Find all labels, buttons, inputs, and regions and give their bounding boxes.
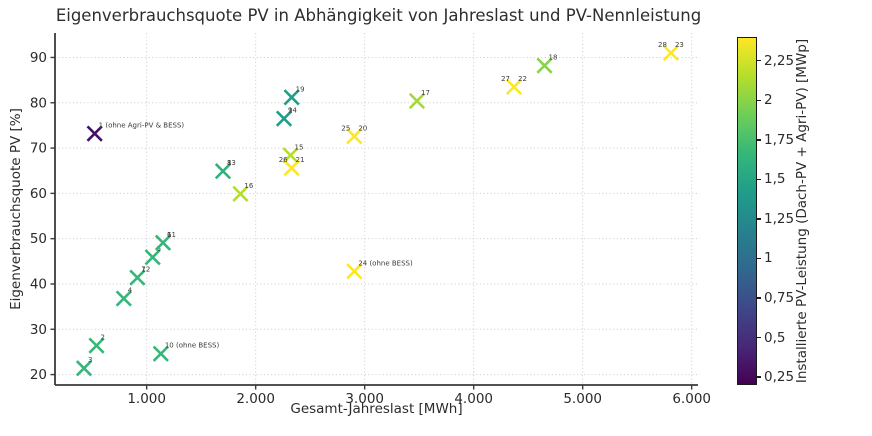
data-point-marker [283, 159, 300, 177]
colorbar-tick-mark [757, 218, 761, 220]
x-tick-label: 4.000 [454, 391, 493, 407]
data-point-label: 21 [296, 156, 305, 164]
colorbar-tick-label: 1,25 [764, 210, 795, 227]
data-point-label: 27 [501, 75, 510, 83]
colorbar-tick-mark [757, 257, 761, 260]
y-tick-label: 80 [30, 95, 47, 111]
data-point-label: 10 (ohne BESS) [165, 342, 220, 350]
data-point-marker [346, 263, 363, 280]
data-point-label: 18 [549, 54, 558, 62]
data-point-label: 1 (ohne Agri-PV & BESS) [99, 122, 185, 130]
data-point-marker [408, 92, 426, 110]
data-point-label: 2 [101, 334, 105, 342]
colorbar-tick-mark [757, 297, 761, 299]
data-point-marker [282, 147, 299, 164]
colorbar-tick-label: 1,75 [764, 131, 795, 148]
data-point-label: 3 [88, 356, 92, 364]
colorbar-tick-mark [757, 60, 761, 62]
data-point-label: 19 [296, 85, 305, 93]
x-tick-label: 6.000 [672, 391, 711, 407]
data-point-label: 26 [279, 156, 288, 164]
data-point-marker [283, 89, 300, 106]
data-point-marker [152, 345, 169, 362]
data-point-marker [115, 290, 132, 307]
data-point-label: 11 [167, 231, 176, 239]
colorbar-tick-label: 0,5 [764, 329, 786, 346]
data-point-label: 5 [157, 245, 161, 253]
chart-title: Eigenverbrauchsquote PV in Abhängigkeit … [55, 6, 702, 25]
colorbar-gradient [737, 37, 757, 385]
data-point-label: 15 [295, 143, 304, 151]
data-point-marker [232, 185, 249, 202]
colorbar-tick-mark [757, 178, 761, 181]
data-point-marker [346, 128, 363, 145]
x-tick-label: 5.000 [563, 391, 602, 407]
data-point-label: 8 [227, 159, 231, 167]
x-tick-label: 2.000 [236, 391, 275, 407]
y-tick-label: 30 [30, 322, 47, 338]
data-point-label: 24 (ohne BESS) [358, 259, 413, 267]
colorbar-label: Installierte PV-Leistung (Dach-PV + Agri… [794, 38, 810, 384]
data-point-label: 7 [141, 266, 145, 274]
data-point-label: 23 [675, 41, 684, 49]
data-point-label: 14 [288, 107, 297, 115]
data-point-label: 20 [358, 124, 367, 132]
data-point-marker [662, 44, 680, 62]
data-point-marker [144, 249, 161, 266]
data-point-label: 4 [128, 286, 133, 294]
colorbar-tick-mark [757, 336, 761, 339]
colorbar-tick-label: 1,5 [764, 171, 786, 188]
colorbar-tick-label: 0,75 [764, 290, 795, 306]
data-point-marker [154, 234, 172, 251]
x-axis-label: Gesamt-Jahreslast [MWh] [290, 401, 463, 417]
data-point-label: 17 [421, 89, 430, 97]
data-point-label: 16 [244, 182, 253, 190]
colorbar-tick-label: 2 [764, 92, 773, 109]
y-tick-label: 70 [30, 141, 47, 157]
data-point-label: 13 [227, 159, 236, 167]
colorbar-tick-mark [757, 139, 761, 141]
y-tick-label: 50 [30, 231, 47, 247]
data-point-label: 22 [518, 75, 527, 83]
x-tick-label: 3.000 [345, 391, 384, 407]
data-point-marker [536, 57, 553, 74]
data-point-marker [86, 125, 103, 142]
colorbar-tick-mark [757, 376, 761, 378]
y-tick-label: 90 [30, 50, 47, 66]
data-point-label: 6 [167, 231, 172, 239]
data-point-marker [129, 269, 146, 286]
data-point-label: 9 [288, 107, 292, 115]
colorbar-tick-label: 2,25 [764, 52, 795, 69]
data-point-label: 25 [341, 124, 350, 132]
colorbar-tick-label: 0,25 [764, 369, 795, 386]
data-point-marker [88, 337, 105, 354]
y-tick-label: 60 [30, 186, 47, 202]
data-point-label: 28 [658, 41, 667, 49]
data-point-marker [505, 78, 523, 96]
y-tick-label: 20 [30, 367, 47, 383]
y-tick-label: 40 [30, 276, 47, 292]
colorbar-tick-mark [757, 99, 761, 101]
colorbar-tick-label: 1 [764, 250, 773, 267]
data-point-label: 12 [141, 266, 150, 274]
data-point-marker [275, 110, 293, 127]
data-point-marker [214, 163, 232, 180]
x-tick-label: 1.000 [127, 391, 166, 407]
data-point-marker [75, 360, 93, 377]
